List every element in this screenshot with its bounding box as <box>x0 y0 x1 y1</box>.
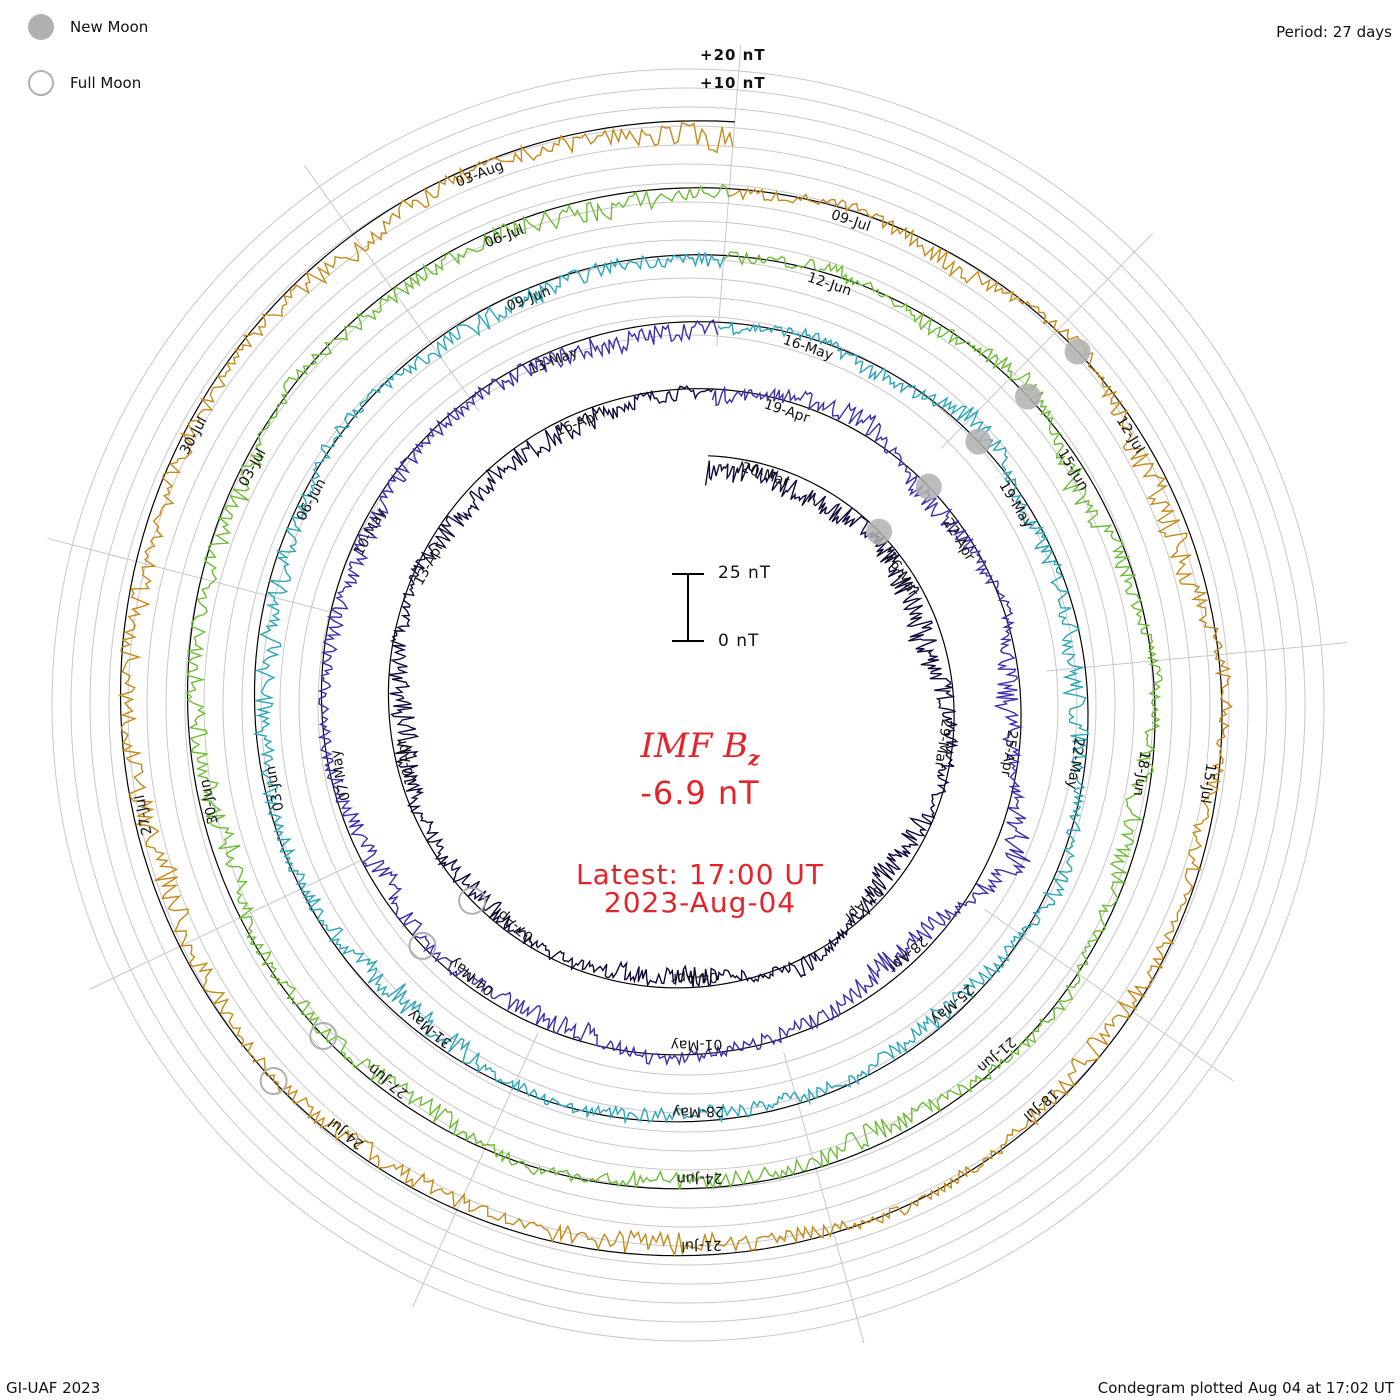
ring-label-plus20: +20 nT <box>700 46 766 64</box>
series-trace <box>317 319 1031 1067</box>
grid-ring <box>89 106 1287 1304</box>
scale-bar-top-label: 25 nT <box>718 563 772 583</box>
quantity-title: IMF Bz <box>0 726 1400 770</box>
quantity-name: IMF B <box>640 726 749 766</box>
date-label: 24-Jun <box>677 1170 723 1187</box>
date-label: 29-Mar <box>931 718 954 769</box>
latest-time: Latest: 17:00 UT <box>575 858 825 891</box>
legend-full-moon: Full Moon <box>28 70 141 96</box>
series-trace <box>117 122 1233 1258</box>
new-moon-marker <box>965 428 992 455</box>
zero-baselines <box>119 120 1223 1257</box>
new-moon-marker <box>1064 338 1091 365</box>
date-label: 06-Jun <box>294 476 330 524</box>
full-moon-marker <box>309 1021 338 1050</box>
full-moon-marker <box>259 1066 288 1095</box>
baseline-spiral <box>387 388 955 989</box>
moon-markers <box>259 338 1091 1095</box>
date-label: 16-May <box>781 332 835 364</box>
date-label: 25-Apr <box>997 729 1020 778</box>
grid-spoke <box>89 859 364 990</box>
plotted-label: Condegram plotted Aug 04 at 17:02 UT <box>1097 1379 1394 1397</box>
date-label: 18-Jun <box>1130 750 1153 797</box>
full-moon-marker <box>458 886 487 915</box>
latest-date: 2023-Aug-04 <box>603 886 797 919</box>
grid-ring <box>127 144 1249 1266</box>
data-traces <box>117 122 1233 1258</box>
full-moon-label: Full Moon <box>70 74 142 92</box>
grid-ring <box>70 87 1306 1323</box>
date-label: 22-May <box>1063 737 1087 791</box>
legend-new-moon: New Moon <box>28 14 148 40</box>
baseline-spiral <box>119 120 1223 1257</box>
grid-ring <box>279 296 1097 1114</box>
scale-bar-bottom-label: 0 nT <box>718 631 760 651</box>
new-moon-marker <box>915 473 942 500</box>
grid-ring <box>241 258 1135 1152</box>
credit-label: GI-UAF 2023 <box>6 1379 101 1397</box>
new-moon-label: New Moon <box>70 18 149 36</box>
grid-spoke <box>783 1051 865 1344</box>
period-label: Period: 27 days <box>1276 23 1392 41</box>
grid-spoke <box>412 1032 539 1308</box>
grid-ring <box>298 315 1078 1095</box>
quantity-subscript: z <box>748 745 760 770</box>
grid-ring <box>184 201 1192 1209</box>
date-label: 24-Jul <box>325 1114 367 1152</box>
full-moon-icon <box>28 70 54 96</box>
date-label: 25-May <box>927 981 976 1027</box>
grid-ring <box>108 125 1268 1285</box>
new-moon-marker <box>1014 383 1041 410</box>
ring-label-plus10: +10 nT <box>700 74 766 92</box>
grid-spoke <box>984 908 1234 1082</box>
date-label: 13-May <box>526 344 580 378</box>
new-moon-icon <box>28 14 54 40</box>
date-label: 13-Apr <box>411 539 448 588</box>
date-label: 21-Jul <box>681 1237 722 1254</box>
series-trace <box>388 385 959 988</box>
date-label: 31-May <box>405 1006 455 1051</box>
series-trace <box>252 250 1090 1125</box>
date-label: 28-Apr <box>884 932 930 975</box>
series-trace <box>185 184 1163 1191</box>
date-label: 28-May <box>672 1103 724 1120</box>
grid-spoke <box>47 537 340 615</box>
grid-spoke <box>1046 642 1348 672</box>
scale-bar <box>672 573 704 642</box>
current-value: -6.9 nT <box>640 774 760 812</box>
date-label: 01-May <box>670 1036 722 1053</box>
grid-ring <box>51 68 1325 1342</box>
date-label: 10-May <box>351 505 390 558</box>
date-label: 27-Jul <box>132 793 156 836</box>
baseline-spiral <box>186 187 1156 1190</box>
full-moon-marker <box>408 931 437 960</box>
grid-rings <box>51 68 1325 1342</box>
baseline-spiral <box>253 254 1089 1123</box>
date-label: 04-Apr <box>671 969 718 986</box>
grid-ring <box>260 277 1116 1133</box>
date-label: 15-Jul <box>1197 762 1219 804</box>
grid-ring <box>317 334 1059 1076</box>
new-moon-marker <box>866 518 893 545</box>
grid-ring <box>165 182 1211 1228</box>
